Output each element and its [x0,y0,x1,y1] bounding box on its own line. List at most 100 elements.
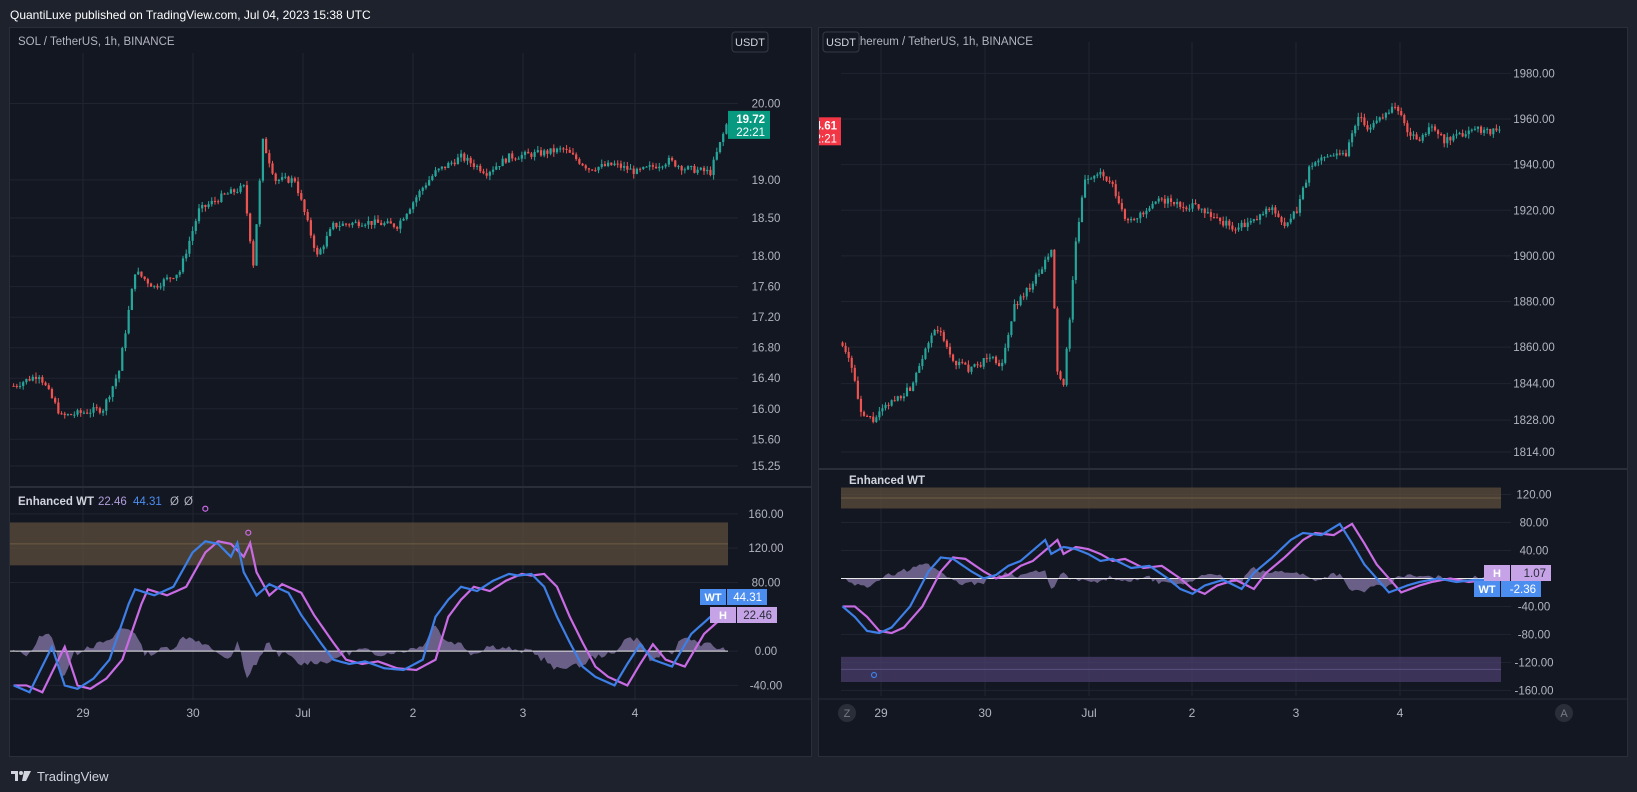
h-badge-label: H [719,610,727,622]
candle-body [469,157,472,164]
candle-body [1114,184,1117,197]
candle-body [201,204,204,209]
price-axis-label: 18.00 [752,251,781,263]
candle-body [504,158,507,163]
candle-body [632,168,635,174]
candle-body [1262,214,1265,216]
candle-body [264,138,268,154]
corner-button-label[interactable]: A [1560,708,1568,720]
candle-body [306,211,309,221]
candle-body [872,416,875,422]
candle-body [1087,178,1090,180]
candle-body [869,416,872,418]
indicator-axis-label: 160.00 [748,509,783,521]
candle-body [1455,134,1458,136]
price-axis-label: 1844.00 [1513,379,1555,391]
candle-body [54,398,57,403]
candle-body [1258,214,1262,220]
candle-body [875,417,878,422]
last-price-value: 19.72 [736,114,765,126]
time-axis-label: 4 [1397,706,1404,720]
corner-button-label[interactable]: Z [844,708,851,720]
candle-body [613,163,616,166]
candle-body [1010,321,1013,336]
candle-body [979,365,982,367]
candle-body [616,163,619,165]
candle-body [130,288,133,310]
eth-chart-panel[interactable]: 1980.00 1960.00 1940.00 1920.00 1900.00 1880.… [818,27,1628,757]
indicator-axis-label: 80.00 [752,577,781,589]
currency-button-label[interactable]: USDT [735,37,765,49]
time-axis-label: 30 [186,706,200,720]
candle-body [1105,176,1108,181]
candle-body [1372,122,1375,128]
candle-body [1347,142,1351,156]
candle-body [1222,221,1225,226]
candle-body [300,193,303,200]
candle-body [1498,129,1501,131]
candle-body [479,165,482,172]
candle-body [303,199,306,212]
wavetrend-line [13,539,727,694]
candle-body [530,153,533,157]
candle-body [622,166,626,168]
candle-body [912,382,915,391]
indicator-name: Enhanced WT [849,475,925,487]
candle-body [1031,283,1034,290]
candle-body [124,333,127,348]
candle-body [344,223,348,225]
sol-chart-panel[interactable]: 20.00 19.00 18.50 18.00 17.60 17.20 16.80 16.40… [9,27,812,757]
candle-body [1111,181,1114,185]
candle-body [1341,153,1344,155]
candle-body [210,200,213,205]
candle-body [1486,128,1489,130]
candle-body [884,404,887,409]
candle-body [1083,179,1087,198]
indicator-name: Enhanced WT [18,496,94,508]
candle-body [402,218,405,221]
candle-body [699,167,702,170]
candle-body [1200,208,1203,210]
candle-body [101,410,105,413]
candle-body [511,153,514,159]
currency-button-label[interactable]: USDT [826,37,856,49]
candle-body [367,220,370,225]
candle-body [955,360,958,366]
candle-body [341,223,344,226]
candle-body [1206,212,1209,214]
candle-body [1077,221,1080,242]
candle-body [549,148,552,154]
wt-badge-value: 44.31 [733,592,762,604]
candle-body [1363,117,1366,126]
candle-body [942,332,945,341]
candle-body [220,193,223,203]
candle-body [421,187,424,192]
candle-body [1047,256,1050,260]
candle-body [1108,180,1111,182]
candle-body [354,221,357,223]
candle-body [1369,127,1372,130]
candle-body [332,222,335,230]
candle-body [998,363,1001,367]
eth-chart-canvas[interactable]: 1980.00 1960.00 1940.00 1920.00 1900.00 1880.… [819,28,1628,757]
histogram-area [12,625,727,679]
candle-body [607,162,610,166]
candle-body [488,171,491,176]
candle-body [1059,371,1062,379]
candle-body [98,408,102,413]
candle-body [181,258,185,272]
price-axis-label: 16.00 [752,404,781,416]
publisher-caption: QuantiLuxe published on TradingView.com,… [10,8,371,22]
candle-body [964,362,967,365]
candle-body [1001,362,1004,367]
sol-chart-canvas[interactable]: 20.0019.0018.5018.0017.6017.2016.8016.40… [10,28,812,757]
candle-body [459,153,463,158]
h-badge-value-bg [737,607,777,623]
candle-body [456,157,460,165]
footer-brand[interactable]: TradingView [10,766,109,786]
candle-body [319,249,322,255]
candle-body [648,165,651,167]
candle-body [293,178,297,182]
candle-body [73,414,76,416]
candle-body [718,142,722,153]
